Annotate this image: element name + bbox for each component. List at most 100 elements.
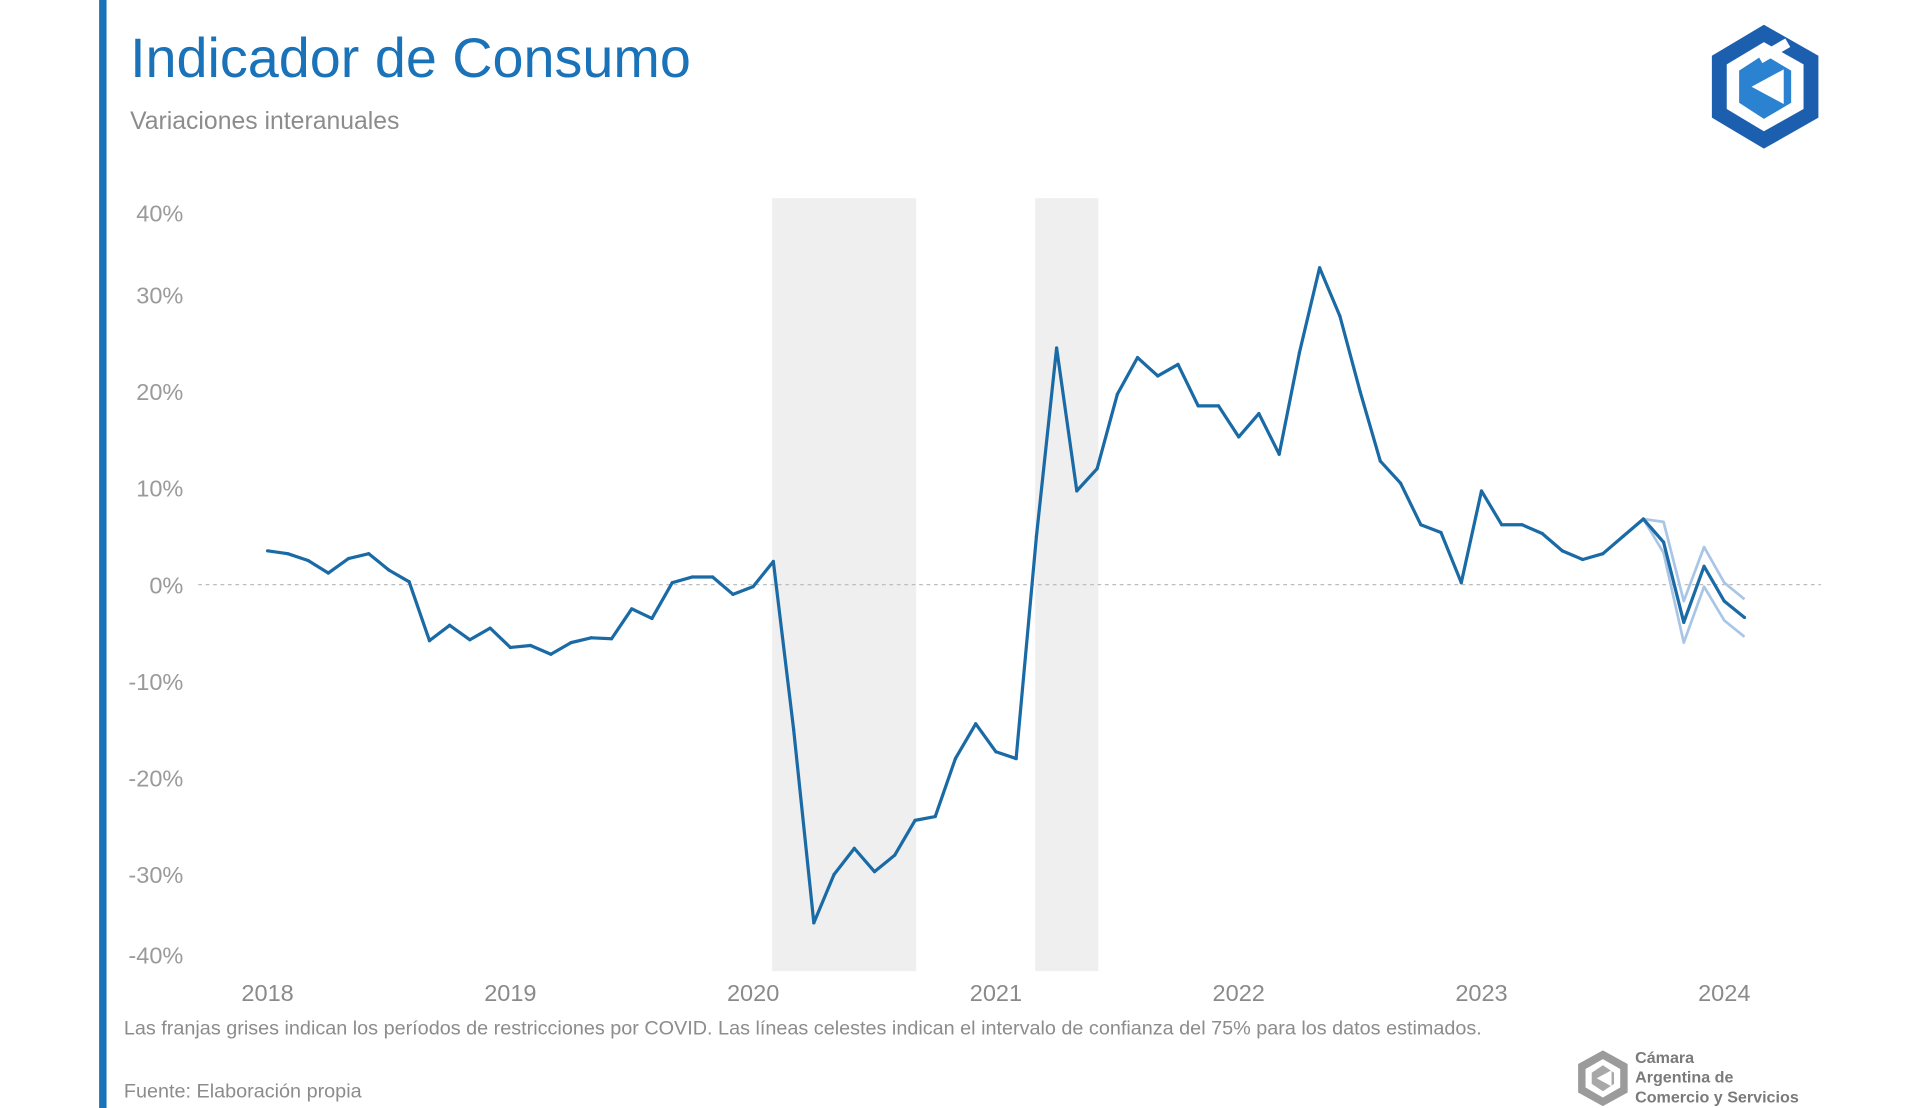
data-point — [549, 652, 553, 656]
data-point — [1621, 534, 1625, 538]
data-point — [630, 607, 634, 611]
chart-title: Indicador de Consumo — [130, 27, 691, 89]
y-tick-label: 0% — [149, 572, 183, 598]
data-point — [1682, 620, 1686, 624]
data-point — [1479, 489, 1484, 493]
data-point — [1459, 581, 1463, 585]
data-point — [468, 638, 472, 642]
data-point — [1338, 314, 1342, 318]
data-point — [650, 616, 654, 621]
data-point — [1358, 389, 1362, 394]
x-tick-label: 2022 — [1213, 980, 1265, 1006]
data-point — [832, 872, 836, 877]
x-tick-label: 2018 — [241, 980, 293, 1006]
data-point — [812, 921, 816, 925]
data-point — [528, 643, 533, 648]
data-point — [1055, 346, 1059, 350]
data-point — [1641, 517, 1645, 521]
cac-logo-icon — [1711, 24, 1819, 149]
x-tick-label: 2021 — [970, 980, 1022, 1006]
data-point — [1075, 489, 1079, 493]
data-point — [1257, 412, 1261, 416]
data-point — [1014, 756, 1018, 761]
data-point — [994, 750, 998, 754]
data-point — [771, 559, 775, 564]
data-point — [1237, 435, 1241, 439]
data-point — [448, 623, 452, 627]
data-point — [1318, 266, 1322, 270]
data-point — [1742, 615, 1747, 620]
data-point — [286, 552, 290, 556]
data-point — [1722, 599, 1726, 603]
data-point — [1135, 355, 1140, 360]
data-point — [1500, 523, 1504, 527]
chart-subtitle: Variaciones interanuales — [130, 108, 399, 135]
data-point — [852, 846, 856, 851]
y-tick-label: 20% — [136, 379, 183, 405]
data-point — [346, 556, 351, 561]
data-point — [1277, 452, 1281, 456]
x-axis: 2018 2019 2020 2021 2022 2023 2024 — [241, 980, 1750, 1006]
data-point — [913, 818, 917, 823]
data-point — [265, 549, 270, 553]
data-point — [893, 853, 897, 857]
y-tick-label: -40% — [128, 943, 183, 969]
x-tick-label: 2024 — [1698, 980, 1750, 1006]
covid-band — [1035, 198, 1099, 972]
data-point — [1520, 523, 1524, 527]
data-point — [1297, 351, 1302, 355]
confidence-lower-line — [1642, 518, 1746, 644]
data-point — [731, 592, 735, 596]
data-point — [589, 636, 593, 640]
chart-note: Las franjas grises indican los períodos … — [124, 1017, 1482, 1039]
confidence-upper-line — [1643, 517, 1746, 603]
chart-source: Fuente: Elaboración propia — [124, 1080, 363, 1102]
data-point — [1398, 481, 1403, 485]
data-point — [1176, 362, 1180, 366]
data-point — [751, 584, 755, 589]
covid-restriction-bands — [772, 198, 1099, 972]
data-point — [1702, 564, 1706, 568]
data-point — [326, 571, 330, 575]
y-tick-label: 30% — [136, 282, 183, 308]
data-point — [1439, 530, 1443, 535]
consumption-series-line — [267, 266, 1746, 925]
data-point — [711, 575, 715, 579]
org-name-line-3: Comercio y Servicios — [1635, 1088, 1799, 1106]
data-point — [872, 869, 877, 874]
data-point — [974, 722, 978, 726]
data-point — [1115, 392, 1119, 396]
data-point — [367, 552, 371, 556]
data-point — [1560, 549, 1565, 553]
y-axis: 40% 30% 20% 10% 0% -10% -20% -30% -40% — [128, 201, 183, 969]
left-accent-bar — [99, 0, 107, 1108]
data-point — [1540, 531, 1544, 536]
x-tick-label: 2019 — [484, 980, 536, 1006]
data-point — [609, 637, 614, 641]
data-point — [791, 727, 796, 732]
x-tick-label: 2020 — [727, 980, 779, 1006]
data-point — [1419, 523, 1423, 527]
data-point — [1378, 459, 1382, 463]
org-logo-icon — [1578, 1050, 1628, 1107]
y-tick-label: 40% — [136, 201, 183, 227]
data-point — [953, 756, 958, 761]
series-group — [265, 266, 1747, 925]
data-point — [690, 575, 695, 579]
data-point — [1581, 557, 1585, 562]
data-point — [387, 568, 391, 572]
y-tick-label: -30% — [128, 862, 183, 888]
data-point — [1034, 534, 1038, 538]
data-point — [1601, 552, 1605, 556]
data-point — [933, 814, 937, 819]
data-point — [407, 580, 411, 584]
y-tick-label: -20% — [128, 766, 183, 792]
data-point — [1156, 374, 1160, 378]
y-tick-label: 10% — [136, 476, 183, 502]
data-point — [427, 639, 432, 643]
y-tick-label: -10% — [128, 669, 183, 695]
data-point — [569, 641, 573, 645]
data-point — [1216, 404, 1221, 408]
x-tick-label: 2023 — [1455, 980, 1507, 1006]
